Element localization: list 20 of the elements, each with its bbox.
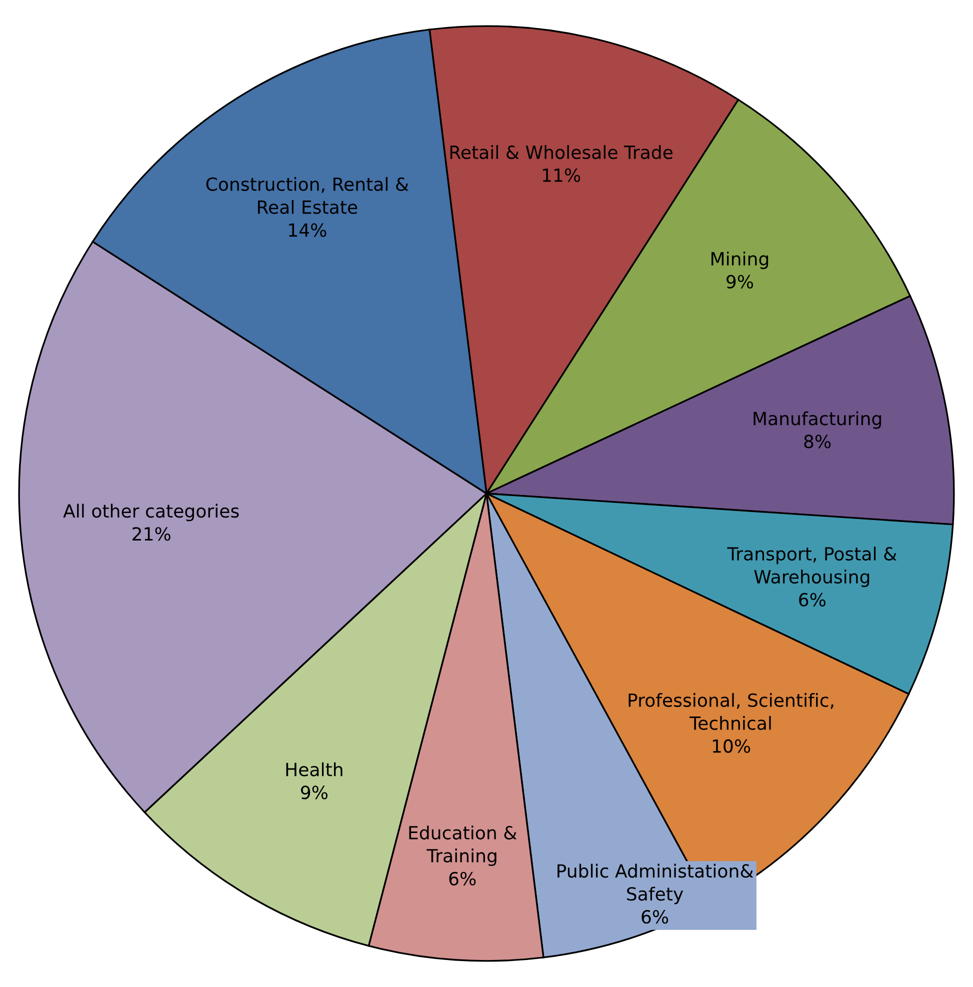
slice-label: Transport, Postal & Warehousing — [727, 546, 897, 588]
data-label: 6% — [449, 872, 476, 886]
slice-label: Education & Training — [409, 826, 517, 866]
slice-label: All other categories — [63, 504, 239, 522]
data-label: 21% — [132, 527, 170, 541]
data-label: 14% — [289, 223, 326, 237]
slice-label: Mining — [712, 252, 768, 270]
data-label: 11% — [542, 168, 580, 182]
data-label: 9% — [300, 786, 328, 800]
slice-label: Professional, Scientific, Technical — [628, 693, 834, 730]
data-label: 9% — [726, 274, 754, 289]
data-label: 6% — [642, 910, 668, 924]
slice-label: Manufacturing — [754, 411, 882, 429]
data-label: 10% — [712, 739, 750, 753]
slice-label: Retail & Wholesale Trade — [450, 145, 672, 160]
data-label: 8% — [804, 434, 831, 448]
slice-label: Public Administation& Safety — [558, 864, 754, 904]
slice-label: Health — [286, 762, 342, 776]
data-label: 6% — [799, 592, 826, 607]
slice-label: Construction, Rental & Real Estate — [206, 177, 408, 214]
